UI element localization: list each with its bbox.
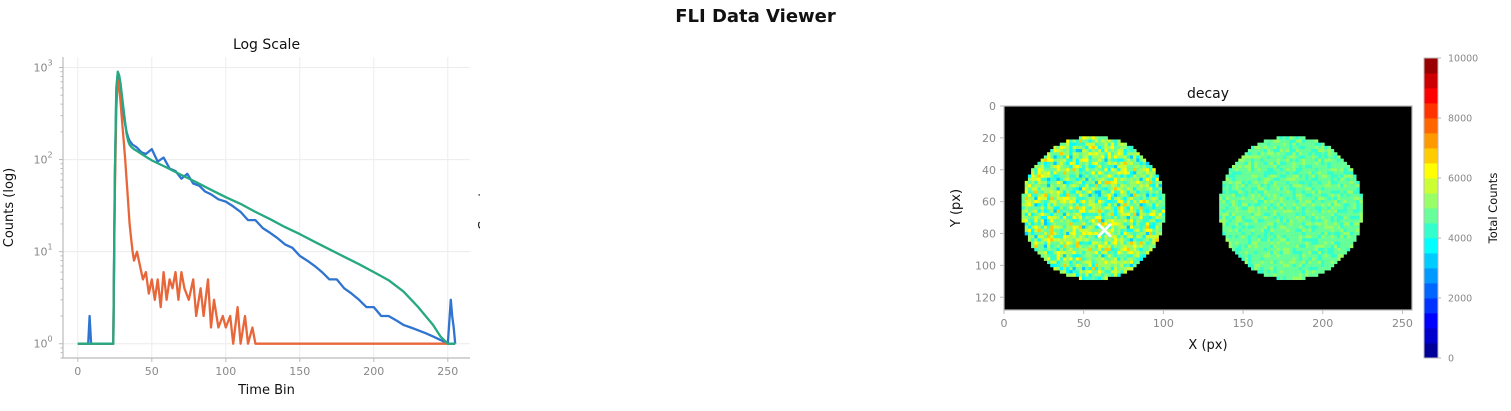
- x-tick-label: 150: [289, 365, 310, 378]
- x-axis-label: X (px): [1188, 338, 1227, 353]
- y-tick-label: 100: [33, 335, 52, 351]
- colorbar-level: [1424, 133, 1438, 149]
- colorbar-level: [1424, 118, 1438, 134]
- colorbar-tick-label: 6000: [1448, 174, 1472, 185]
- y-tick-label: 40: [982, 164, 996, 177]
- chart-title: Log Scale: [233, 37, 300, 53]
- colorbar-level: [1424, 313, 1438, 329]
- colorbar-level: [1424, 88, 1438, 104]
- colorbar-tick-label: 2000: [1448, 294, 1472, 305]
- heatmap-area: 0 50 100 150 200 250 0 20 40 60 80 100 120: [975, 100, 1413, 330]
- page-title: FLI Data Viewer: [675, 6, 836, 27]
- x-tick-label: 200: [363, 365, 384, 378]
- colorbar-tick-label: 4000: [1448, 234, 1472, 245]
- heatmap-region-2: [1219, 136, 1363, 281]
- x-tick-label: 250: [437, 365, 458, 378]
- colorbar-level: [1424, 163, 1438, 179]
- y-tick-label: 102: [33, 151, 52, 167]
- colorbar-tick-label: 8000: [1448, 114, 1472, 125]
- y-axis-label: Counts (log): [2, 168, 17, 247]
- colorbar-level: [1424, 193, 1438, 209]
- plot-area-1: 0 50 100 150 200 250 100 101 102 103: [33, 57, 470, 378]
- y-tick-label: 101: [33, 243, 52, 259]
- log-scale-chart: 0 50 100 150 200 250 100 101 102 103 Log Scale Time…: [2, 37, 470, 398]
- colorbar-tick-label: 0: [1448, 354, 1454, 365]
- series-line-irf: [77, 78, 456, 345]
- colorbar-level: [1424, 208, 1438, 224]
- colorbar-level: [1424, 253, 1438, 269]
- y-tick-label: 20: [982, 132, 996, 145]
- selected-pixel-marker[interactable]: [1096, 222, 1112, 238]
- colorbar-level: [1424, 343, 1438, 359]
- x-tick-label: 250: [1392, 317, 1413, 330]
- colorbar-level: [1424, 73, 1438, 89]
- colorbar-level: [1424, 268, 1438, 284]
- y-tick-label: 80: [982, 228, 996, 241]
- colorbar-level: [1424, 298, 1438, 314]
- y-tick-label: 103: [33, 58, 52, 74]
- x-tick-label: 50: [1077, 317, 1091, 330]
- x-tick-label: 100: [215, 365, 236, 378]
- y-tick-label: 100: [975, 259, 996, 272]
- linear-scale-chart: 0501001502002500200400600800Linear Scale…: [477, 185, 480, 231]
- y-tick-label: 120: [975, 291, 996, 304]
- colorbar-level: [1424, 283, 1438, 299]
- colorbar-tick-label: 10000: [1448, 54, 1478, 65]
- colorbar-level: [1424, 328, 1438, 344]
- x-tick-label: 200: [1312, 317, 1333, 330]
- series-line-fit: [77, 70, 456, 345]
- x-axis-label: Time Bin: [237, 383, 295, 398]
- colorbar-level: [1424, 58, 1438, 74]
- y-tick-label: 60: [982, 196, 996, 209]
- heatmap-frame: [1003, 105, 1413, 311]
- x-tick-label: 0: [1001, 317, 1008, 330]
- x-tick-label: 0: [74, 365, 81, 378]
- colorbar-level: [1424, 223, 1438, 239]
- colorbar-frame: [1423, 57, 1439, 359]
- x-tick-label: 50: [145, 365, 159, 378]
- x-tick-label: 150: [1233, 317, 1254, 330]
- heatmap-region-1: [1021, 136, 1166, 281]
- x-tick-label: 100: [1153, 317, 1174, 330]
- colorbar-level: [1424, 148, 1438, 164]
- colorbar-label: Total Counts: [1486, 173, 1500, 245]
- colorbar: 0 2000 4000 6000 8000 10000 Total Counts: [1423, 54, 1500, 365]
- colorbar-level: [1424, 103, 1438, 119]
- y-axis-label: Y (px): [949, 189, 964, 228]
- colorbar-level: [1424, 178, 1438, 194]
- y-axis-label: Counts: [477, 185, 480, 231]
- y-tick-label: 0: [989, 100, 996, 113]
- colorbar-level: [1424, 238, 1438, 254]
- chart-title: decay: [1187, 86, 1229, 102]
